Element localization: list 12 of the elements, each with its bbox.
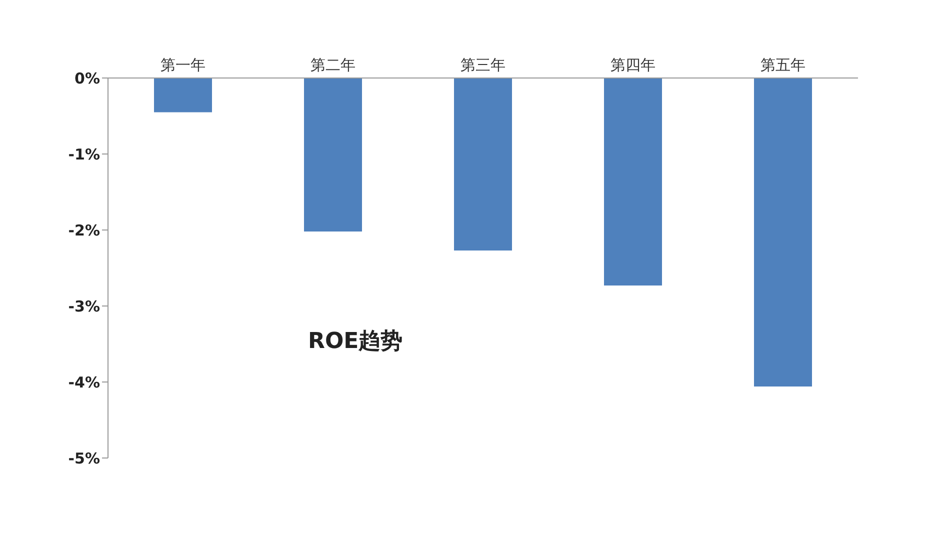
x-tick-label: 第四年 — [610, 56, 656, 74]
y-tick-label: -5% — [68, 449, 100, 468]
y-tick-label: -3% — [68, 297, 100, 316]
y-tick-label: -4% — [68, 373, 100, 392]
y-tick-label: 0% — [74, 69, 100, 88]
x-tick-label: 第二年 — [310, 56, 356, 74]
text: ROE趋势 — [308, 328, 403, 356]
x-tick-label: 第三年 — [460, 56, 506, 74]
x-tick-label: 第五年 — [760, 56, 806, 74]
x-tick-label: 第一年 — [160, 56, 206, 74]
y-tick-label: -2% — [68, 221, 100, 240]
y-tick-label: -1% — [68, 145, 100, 164]
